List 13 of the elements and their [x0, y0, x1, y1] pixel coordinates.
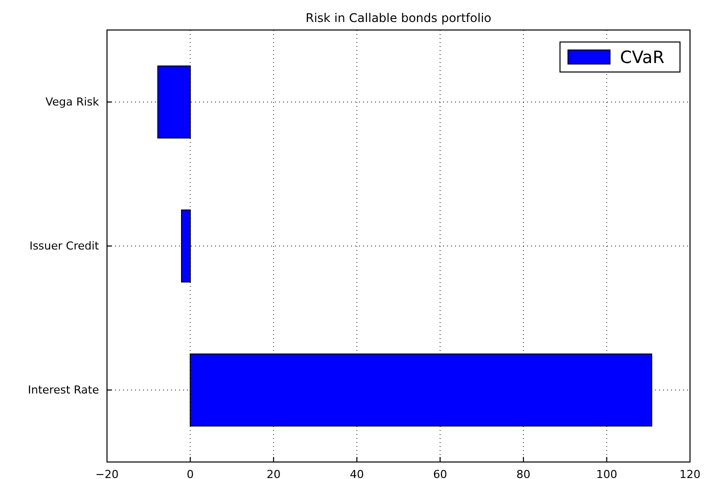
- x-tick-label: 0: [186, 468, 194, 479]
- chart-title: Risk in Callable bonds portfolio: [306, 11, 492, 25]
- x-tick-label: 100: [596, 468, 618, 479]
- y-tick-label: Vega Risk: [46, 96, 100, 109]
- y-tick-label: Issuer Credit: [29, 240, 100, 253]
- x-tick-label: −20: [95, 468, 119, 479]
- x-tick-label: 60: [433, 468, 448, 479]
- x-tick-label: 40: [350, 468, 364, 479]
- x-tick-label: 120: [680, 468, 700, 479]
- x-tick-label: 80: [516, 468, 530, 479]
- y-tick-label: Interest Rate: [28, 384, 100, 397]
- legend-label: CVaR: [620, 48, 665, 68]
- x-tick-label: 20: [266, 468, 281, 479]
